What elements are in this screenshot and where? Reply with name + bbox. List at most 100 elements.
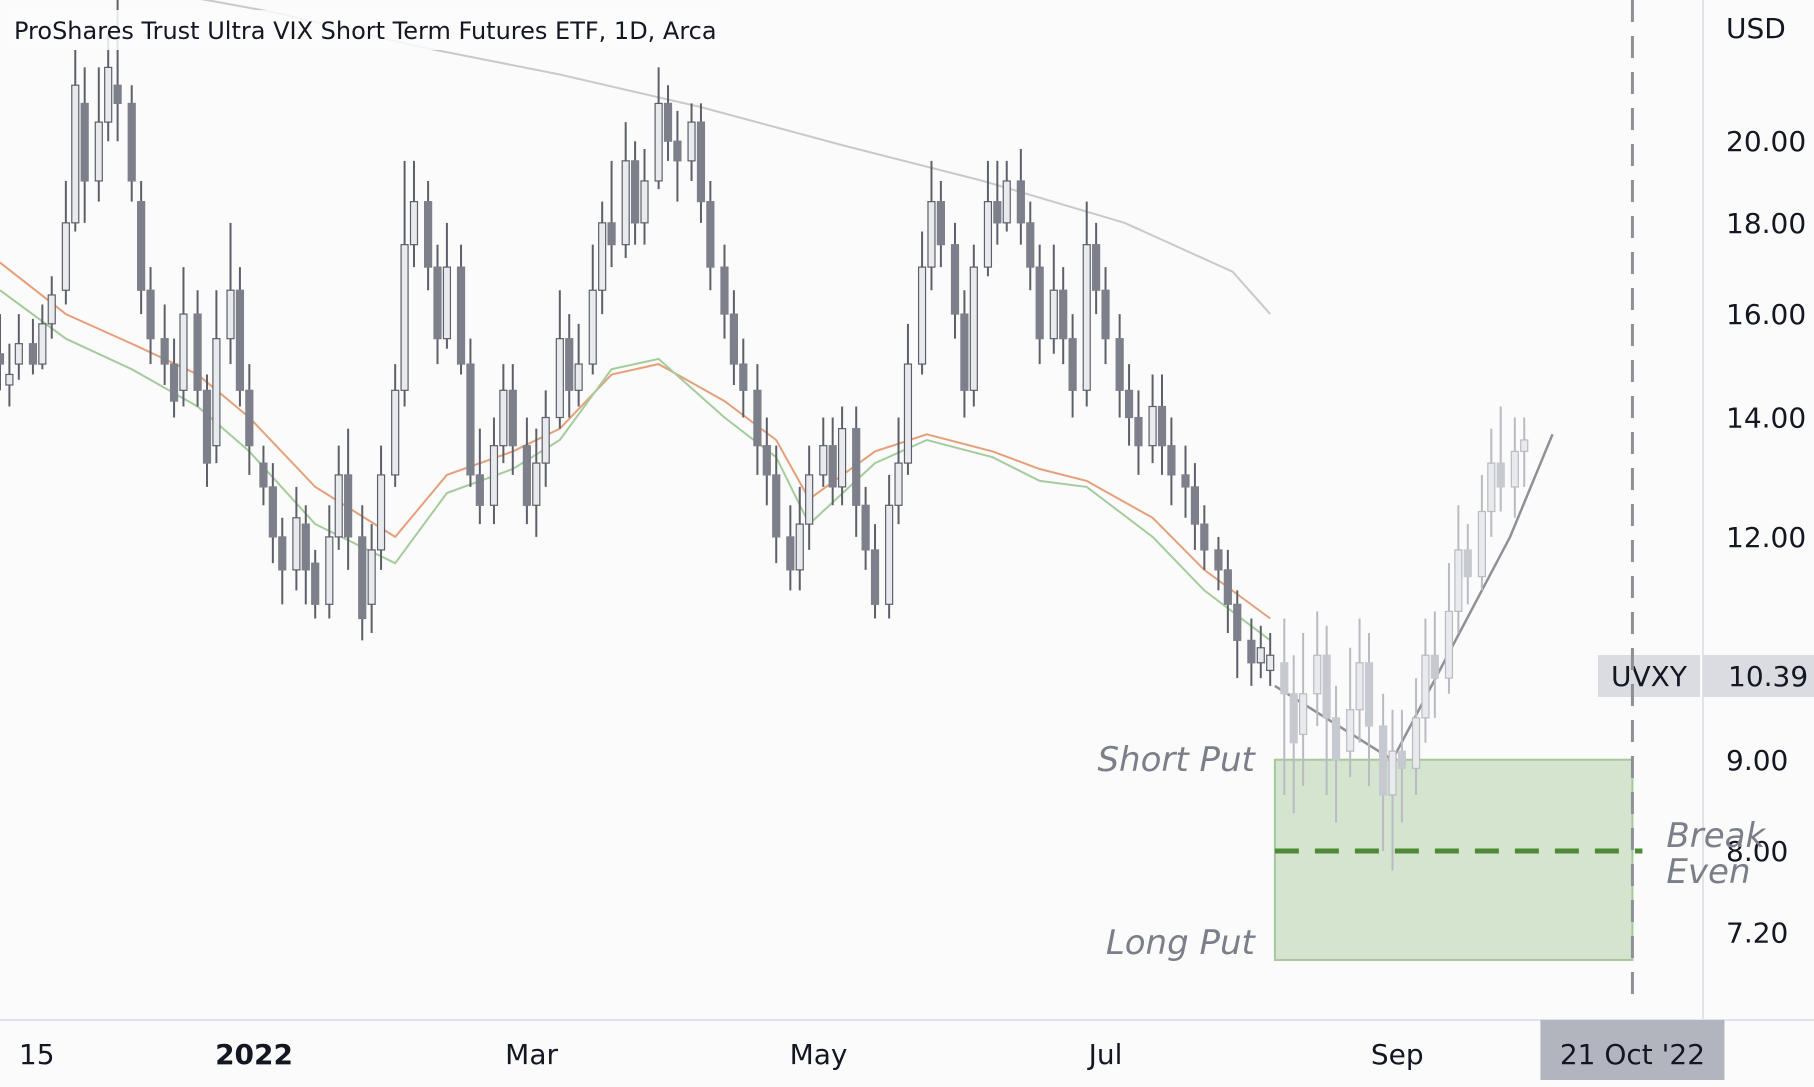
candle-body bbox=[983, 201, 993, 268]
candle-3 bbox=[14, 314, 23, 380]
candle-body bbox=[499, 389, 508, 447]
candle-body bbox=[409, 201, 419, 246]
candle-102 bbox=[1101, 267, 1110, 365]
put-spread-zone bbox=[1273, 758, 1634, 961]
candle-body bbox=[376, 474, 386, 551]
candle-body bbox=[433, 266, 442, 340]
projected-candle-1 bbox=[1280, 618, 1289, 795]
candle-115 bbox=[1247, 618, 1256, 686]
candle-73 bbox=[786, 505, 795, 591]
candle-body bbox=[489, 445, 499, 506]
projected-candle-5 bbox=[1322, 625, 1331, 795]
candle-35 bbox=[367, 524, 376, 634]
candle-67 bbox=[720, 244, 729, 339]
candle-28 bbox=[292, 486, 301, 591]
long-put-label: Long Put bbox=[1106, 923, 1257, 963]
time-axis[interactable]: 15 2022 Mar May Jul Sep 21 Oct '22 bbox=[0, 1019, 1814, 1080]
x-tick-label: May bbox=[790, 1038, 848, 1071]
y-tick-label: 16.00 bbox=[1726, 298, 1806, 331]
x-tick-label: 2022 bbox=[215, 1038, 293, 1071]
candle-48 bbox=[508, 364, 517, 475]
x-tick-labels: 15 2022 Mar May Jul Sep bbox=[19, 1038, 1424, 1071]
candle-body bbox=[292, 517, 301, 571]
candle-body bbox=[466, 363, 475, 476]
candle-68 bbox=[729, 290, 738, 386]
projected-candle-3 bbox=[1299, 633, 1308, 787]
projected-candle-body bbox=[1421, 654, 1430, 719]
candle-body bbox=[607, 222, 616, 246]
candle-body bbox=[1092, 244, 1101, 291]
candle-23 bbox=[235, 267, 245, 407]
candle-body bbox=[687, 121, 696, 162]
candle-body bbox=[828, 445, 837, 488]
candle-body bbox=[1124, 389, 1134, 419]
candle-98 bbox=[1059, 267, 1068, 365]
candle-34 bbox=[358, 505, 367, 641]
projected-candle-body bbox=[1444, 610, 1454, 679]
projected-candle-body bbox=[1520, 439, 1529, 453]
candle-body bbox=[1223, 569, 1232, 605]
projected-candle-body bbox=[1510, 450, 1519, 488]
candle-53 bbox=[565, 314, 574, 418]
candle-30 bbox=[311, 549, 320, 619]
candle-18 bbox=[179, 267, 188, 407]
y-tick-label: 7.20 bbox=[1726, 917, 1788, 950]
projected-candle-body bbox=[1346, 709, 1355, 752]
candle-body bbox=[729, 313, 738, 365]
candle-body bbox=[917, 266, 927, 365]
price-axis[interactable]: USD 20.00 18.00 16.00 14.00 12.00 9.00 8.00 7.2… bbox=[1598, 0, 1814, 1020]
candle-body bbox=[696, 121, 706, 203]
candle-25 bbox=[259, 445, 268, 506]
candle-64 bbox=[687, 103, 696, 181]
candle-body bbox=[179, 313, 188, 391]
candle-body bbox=[706, 201, 715, 268]
projected-candle-16 bbox=[1444, 563, 1454, 694]
candle-body bbox=[1082, 244, 1091, 391]
candle-79 bbox=[852, 406, 861, 537]
projected-candle-9 bbox=[1364, 633, 1374, 787]
candle-50 bbox=[532, 428, 541, 537]
candle-75 bbox=[805, 445, 814, 550]
candle-100 bbox=[1082, 201, 1091, 407]
candle-84 bbox=[903, 323, 913, 475]
candle-body bbox=[245, 389, 254, 447]
candle-body bbox=[424, 201, 433, 268]
candle-body bbox=[837, 428, 847, 488]
candle-72 bbox=[772, 445, 781, 564]
chart-title: ProShares Trust Ultra VIX Short Term Fut… bbox=[14, 17, 717, 45]
candle-86 bbox=[927, 160, 936, 291]
candle-38 bbox=[400, 160, 409, 407]
candle-70 bbox=[753, 364, 762, 475]
candle-4 bbox=[28, 318, 38, 375]
candle-body bbox=[795, 523, 804, 571]
candle-body bbox=[400, 244, 409, 391]
candle-body bbox=[1016, 180, 1025, 224]
candle-90 bbox=[969, 244, 978, 407]
candle-74 bbox=[795, 486, 804, 591]
candle-body bbox=[654, 102, 663, 182]
candle-body bbox=[1167, 445, 1176, 476]
candle-body bbox=[127, 102, 136, 182]
candle-body bbox=[598, 222, 607, 291]
candle-97 bbox=[1049, 244, 1058, 354]
candle-body bbox=[1214, 549, 1223, 571]
candle-body bbox=[1157, 405, 1167, 447]
layer-zone bbox=[1273, 758, 1643, 961]
projected-candle-body bbox=[1364, 662, 1374, 727]
candle-87 bbox=[936, 180, 945, 268]
candle-89 bbox=[960, 290, 969, 418]
x-tick-label: Sep bbox=[1371, 1038, 1424, 1071]
y-tick-labels: 20.00 18.00 16.00 14.00 12.00 9.00 8.00 7.20 bbox=[1726, 125, 1806, 949]
candle-body bbox=[819, 445, 828, 476]
candle-85 bbox=[917, 231, 927, 375]
candle-body bbox=[1233, 603, 1242, 641]
candle-body bbox=[5, 373, 14, 386]
candle-78 bbox=[837, 406, 847, 506]
candle-65 bbox=[696, 103, 706, 223]
candle-body bbox=[753, 389, 762, 447]
candle-26 bbox=[268, 463, 277, 564]
candle-body bbox=[861, 504, 870, 551]
candle-body bbox=[739, 363, 748, 391]
projected-candle-23 bbox=[1520, 417, 1529, 487]
